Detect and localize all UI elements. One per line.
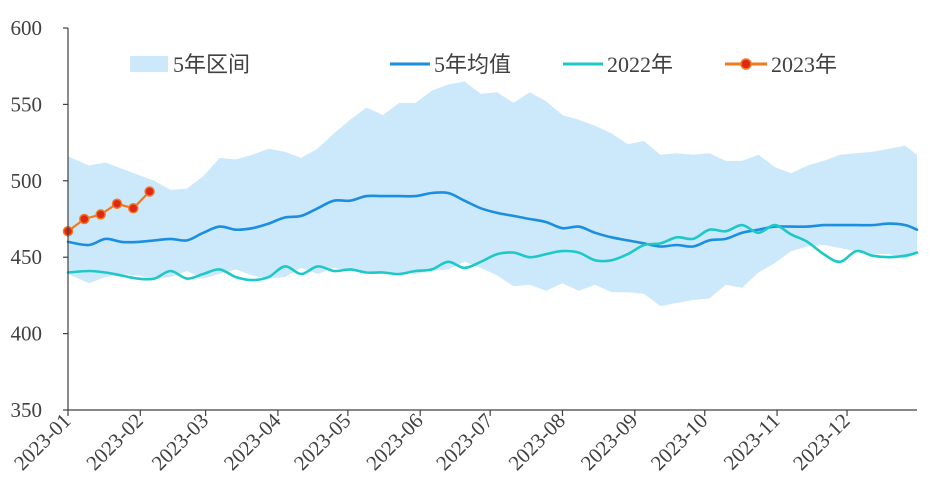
x-tick-label: 2023-08 [504,409,570,475]
series-2023-point [95,209,106,220]
x-tick-label: 2023-09 [576,409,642,475]
x-tick-label: 2023-04 [219,408,286,475]
series-2023-point [111,198,123,209]
x-tick-label: 2023-06 [361,409,427,475]
x-tick-label: 2023-07 [431,409,497,475]
series-2023-point [144,186,155,197]
x-tick-label: 2023-05 [289,409,355,475]
y-tick-label: 550 [11,92,43,116]
x-tick-label: 2023-10 [646,409,712,475]
y-tick-label: 600 [11,16,43,40]
y-tick-label: 500 [11,169,43,193]
y-tick-label: 350 [11,398,43,422]
range-band-layer [68,81,917,307]
legend-label-mean: 5年均值 [434,52,511,77]
series-layer [62,186,919,282]
x-tick-label: 2023-11 [719,409,785,475]
x-tick-label: 2023-12 [788,409,854,475]
legend-band-swatch [130,56,168,72]
legend-2023-marker [740,58,752,70]
x-tick-label: 2023-02 [81,409,147,475]
x-tick-label: 2023-03 [147,409,213,475]
legend-label-2023: 2023年 [771,52,837,77]
legend-label-range: 5年区间 [173,52,250,77]
legend-label-2022: 2022年 [607,52,673,77]
series-line-2022 [66,223,919,282]
range-band-area [68,81,917,307]
y-tick-label: 450 [11,245,43,269]
y-tick-label: 400 [11,322,43,346]
legend: 5年区间 5年均值 2022年 2023年 [130,52,837,77]
series-2023-point [79,213,90,225]
series-2023-point [128,203,139,214]
